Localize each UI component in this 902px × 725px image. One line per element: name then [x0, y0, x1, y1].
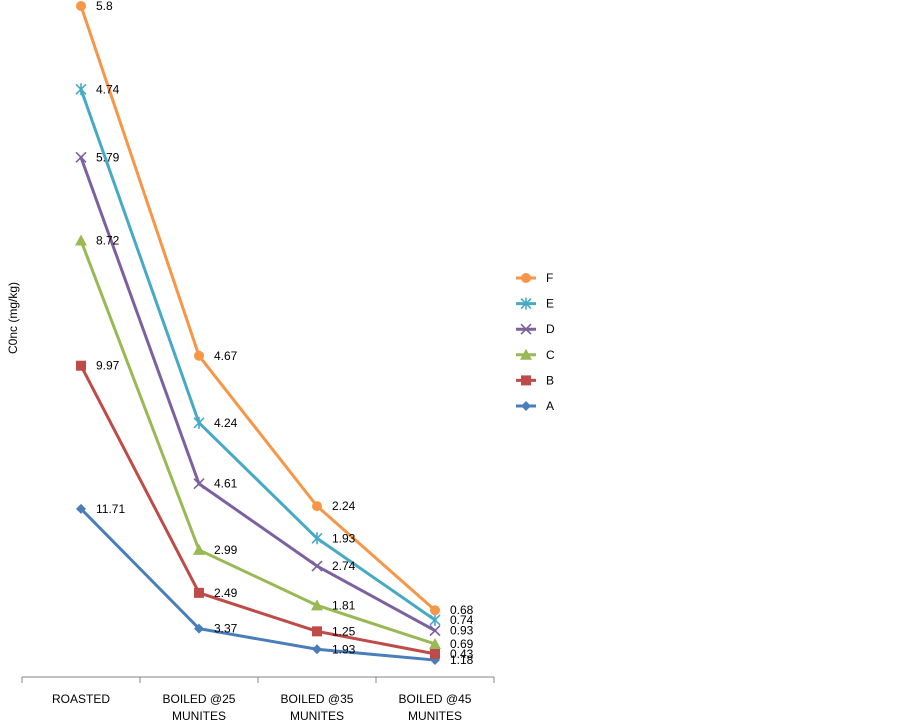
series-line-e: [79, 87, 437, 622]
data-label-b: 9.97: [96, 359, 120, 373]
data-label-e: 0.74: [450, 613, 474, 627]
data-label-e: 4.24: [214, 416, 238, 430]
data-point-f: [194, 350, 204, 361]
data-label-b: 2.49: [214, 586, 238, 600]
x-tick-label: BOILED @35 MUNITES: [281, 692, 354, 723]
data-point-a: [312, 644, 322, 655]
series-line-d: [79, 155, 437, 633]
legend-label: C: [546, 348, 555, 362]
data-point-f: [430, 605, 440, 616]
legend-item-b: B: [516, 373, 554, 387]
data-point-d: [429, 625, 441, 637]
data-label-a: 1.93: [332, 642, 356, 656]
legend-item-a: A: [516, 399, 554, 413]
data-point-e: [193, 416, 205, 429]
legend-item-e: E: [516, 297, 554, 311]
data-label-f: 2.24: [332, 499, 356, 513]
data-point-c: [429, 637, 441, 649]
data-point-a: [194, 623, 204, 634]
data-point-f: [312, 501, 322, 512]
legend-marker: [520, 323, 532, 335]
data-point-c: [311, 599, 323, 611]
data-point-a: [76, 503, 86, 514]
data-label-c: 0.69: [450, 637, 474, 651]
legend-label: A: [546, 399, 554, 413]
data-point-c: [75, 234, 87, 246]
data-label-a: 3.37: [214, 622, 238, 636]
legend-label: D: [546, 322, 555, 336]
data-label-a: 1.18: [450, 653, 474, 667]
data-label-f: 0.68: [450, 603, 474, 617]
data-label-c: 2.99: [214, 543, 238, 557]
data-point-c: [193, 543, 205, 555]
data-label-b: 0.43: [450, 647, 474, 661]
data-label-e: 4.74: [96, 82, 120, 96]
legend-marker: [520, 348, 532, 360]
x-tick-label: ROASTED: [52, 692, 110, 706]
data-label-layer: 11.71 3.37 1.93 1.18 9.97 2.49 1.25 0.43 8.72 2.9…: [96, 0, 474, 667]
data-point-d: [193, 478, 205, 490]
legend-marker: [521, 375, 531, 386]
data-label-b: 1.25: [332, 624, 356, 638]
series-line-f: [79, 4, 437, 612]
series-line-b: [79, 364, 437, 656]
data-point-b: [312, 626, 322, 637]
legend-marker: [520, 297, 532, 310]
legend-label: F: [546, 271, 553, 285]
series-line-a: [79, 507, 437, 662]
data-point-e: [429, 613, 441, 626]
data-label-e: 1.93: [332, 531, 356, 545]
legend-label: B: [546, 373, 554, 387]
x-tick-label: BOILED @45 MUNITES: [399, 692, 472, 723]
data-point-f: [76, 1, 86, 11]
series-layer: [75, 1, 441, 666]
legend-marker: [521, 401, 531, 411]
data-label-f: 4.67: [214, 349, 238, 363]
data-label-c: 8.72: [96, 233, 120, 247]
data-point-d: [311, 560, 323, 572]
legend-marker: [521, 273, 531, 283]
data-point-e: [311, 532, 323, 545]
y-axis-title: C0nc (mg/kg): [6, 282, 20, 354]
data-point-d: [75, 151, 87, 163]
x-tick-label: BOILED @25 MUNITES: [163, 692, 236, 723]
data-point-b: [430, 648, 440, 659]
series-line-c: [79, 238, 437, 646]
data-label-d: 2.74: [332, 559, 356, 573]
data-point-e: [75, 83, 87, 96]
legend-item-c: C: [516, 348, 555, 362]
data-label-c: 1.81: [332, 598, 356, 612]
legend-item-d: D: [516, 322, 555, 336]
data-label-d: 4.61: [214, 477, 238, 491]
data-point-b: [76, 360, 86, 371]
data-label-d: 5.79: [96, 150, 120, 164]
axis-layer: ROASTED BOILED @25 MUNITES BOILED @35 MUNITE…: [21, 676, 495, 723]
legend-item-f: F: [516, 271, 553, 285]
data-point-b: [194, 587, 204, 598]
data-label-f: 5.8: [96, 0, 113, 13]
data-label-a: 11.71: [96, 502, 125, 516]
data-label-d: 0.93: [450, 624, 474, 638]
legend-label: E: [546, 297, 554, 311]
